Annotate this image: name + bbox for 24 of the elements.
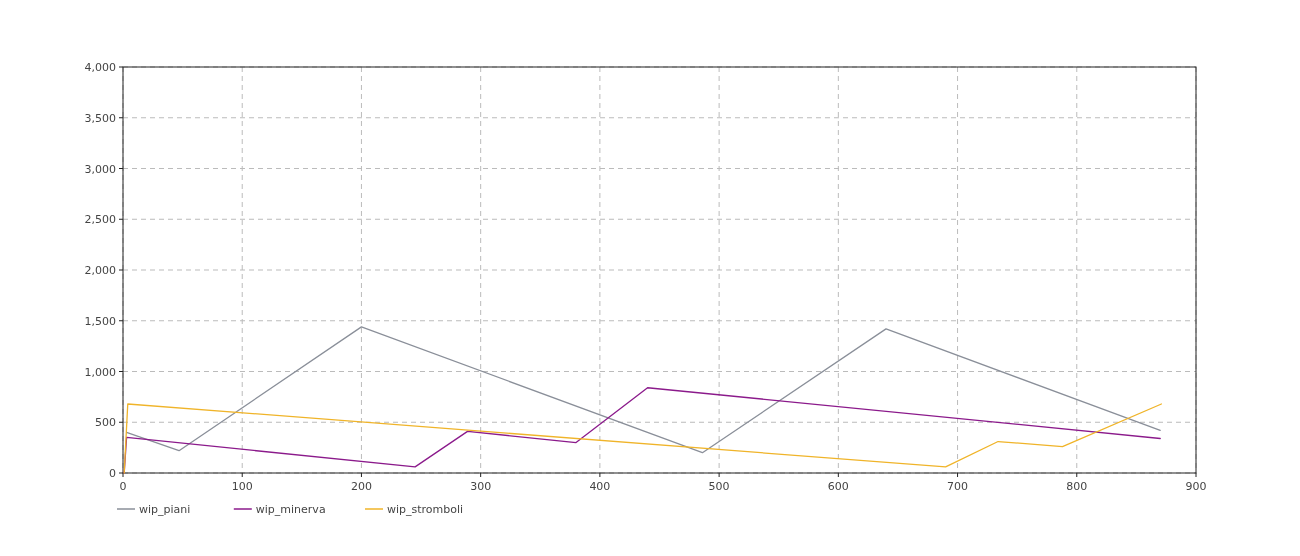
y-tick-label: 1,000 <box>84 365 116 379</box>
line-series <box>125 326 1161 454</box>
x-tick-label: 0 <box>119 480 127 493</box>
y-tick-label: 1,500 <box>84 314 116 328</box>
legend-label: wip_minerva <box>255 503 326 516</box>
y-tick-label: 3,500 <box>84 111 116 125</box>
x-tick-label: 200 <box>350 480 372 493</box>
x-tick-label: 100 <box>231 480 253 493</box>
x-tick-label: 500 <box>708 480 730 493</box>
legend-label: wip_stromboli <box>387 503 464 516</box>
y-tick-label: 2,000 <box>84 264 116 277</box>
x-tick-label: 900 <box>1185 480 1207 493</box>
y-tick-label: 3,000 <box>84 162 116 176</box>
x-tick-label: 400 <box>589 480 611 493</box>
y-tick-label: 500 <box>95 416 116 430</box>
line-series <box>123 403 1163 474</box>
y-tick-label: 4,000 <box>84 61 116 74</box>
y-tick-label: 2,500 <box>84 213 116 227</box>
x-tick-label: 600 <box>827 480 849 493</box>
y-tick-label: 0 <box>109 467 116 480</box>
x-tick-label: 300 <box>470 480 492 493</box>
x-tick-label: 800 <box>1066 480 1088 493</box>
legend-label: wip_piani <box>139 503 191 516</box>
x-tick-label: 700 <box>947 480 969 493</box>
